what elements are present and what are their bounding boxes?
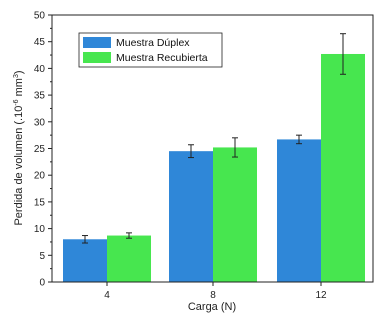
y-tick-label-35: 35: [34, 91, 46, 102]
y-tick-label-10: 10: [34, 224, 46, 235]
y-tick-label-40: 40: [34, 64, 46, 75]
y-tick-label-30: 30: [34, 117, 46, 128]
y-tick-label-45: 45: [34, 37, 46, 48]
bar-series1-cat-12: [277, 139, 321, 282]
legend-label-recubierta: Muestra Recubierta: [116, 52, 208, 64]
x-tick-label-12: 12: [315, 290, 327, 301]
y-tick-label-15: 15: [34, 197, 46, 208]
y-axis: 0 5 10 15 20 25 30 35 40 45 50: [34, 11, 52, 289]
x-tick-label-4: 4: [104, 290, 110, 301]
x-tick-label-8: 8: [210, 290, 216, 301]
legend-swatch-duplex: [83, 37, 111, 48]
y-tick-label-25: 25: [34, 144, 46, 155]
bar-series2-cat-8: [213, 147, 257, 282]
y-tick-label-0: 0: [39, 278, 45, 289]
bars-group: [63, 53, 365, 283]
y-axis-title: Perdida de volumen (.10-6 mm3): [13, 70, 25, 225]
x-axis-title: Carga (N): [188, 301, 236, 313]
bar-series2-cat-4: [107, 235, 151, 282]
legend-label-duplex: Muestra Dúplex: [116, 37, 190, 49]
legend: Muestra Dúplex Muestra Recubierta: [78, 32, 223, 68]
error-bars-group: [82, 33, 346, 244]
legend-swatch-recubierta: [83, 52, 111, 63]
y-tick-label-50: 50: [34, 11, 46, 22]
bar-series2-cat-12: [321, 53, 365, 283]
y-tick-label-5: 5: [39, 251, 45, 262]
bar-series1-cat-4: [63, 239, 107, 282]
x-axis: 4 8 12: [104, 282, 327, 301]
y-tick-label-20: 20: [34, 171, 46, 182]
bar-series1-cat-8: [169, 151, 213, 282]
